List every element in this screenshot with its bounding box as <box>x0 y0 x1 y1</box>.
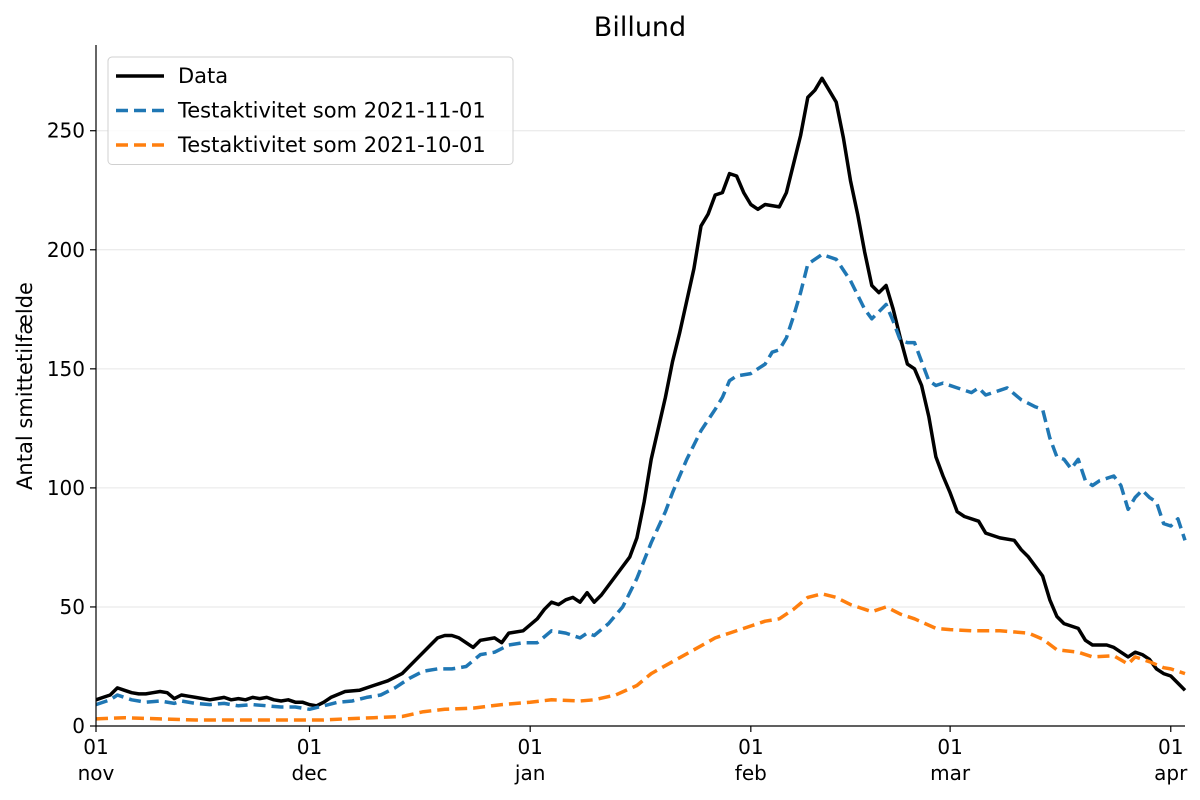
y-tick-label-0: 0 <box>72 714 85 738</box>
y-tick-label-3: 150 <box>47 357 85 381</box>
x-tick-month-4: mar <box>930 761 971 785</box>
chart-title: Billund <box>594 12 686 43</box>
legend: Data Testaktivitet som 2021-11-01 Testakti… <box>107 56 514 165</box>
x-tick-day-2: 01 <box>517 735 542 759</box>
x-tick-day-5: 01 <box>1158 735 1183 759</box>
y-tick-label-4: 200 <box>47 238 85 262</box>
x-tick-month-0: nov <box>78 761 115 785</box>
y-tick-label-5: 250 <box>47 119 85 143</box>
legend-label-0: Data <box>178 64 228 88</box>
x-tick-day-4: 01 <box>937 735 962 759</box>
gridlines <box>96 130 1185 608</box>
series-group <box>95 76 1187 722</box>
x-tick-month-2: jan <box>514 761 546 785</box>
y-tick-label-2: 100 <box>47 476 85 500</box>
series-line-1 <box>95 252 1187 712</box>
x-tick-day-1: 01 <box>297 735 322 759</box>
y-tick-label-1: 50 <box>60 595 85 619</box>
axes <box>95 45 1185 727</box>
series-line-2 <box>95 592 1186 722</box>
x-tick-month-1: dec <box>292 761 328 785</box>
x-tick-month-5: apr <box>1154 761 1188 785</box>
y-ticks: 0 50 100 150 200 250 <box>47 119 96 738</box>
series-line-0 <box>95 76 1187 708</box>
x-tick-day-3: 01 <box>738 735 763 759</box>
legend-label-1: Testaktivitet som 2021-11-01 <box>177 99 486 123</box>
y-axis-label: Antal smittetilfælde <box>13 282 37 490</box>
x-tick-day-0: 01 <box>83 735 108 759</box>
x-tick-month-3: feb <box>735 761 767 785</box>
legend-label-2: Testaktivitet som 2021-10-01 <box>177 133 486 157</box>
legend-box <box>107 56 514 165</box>
